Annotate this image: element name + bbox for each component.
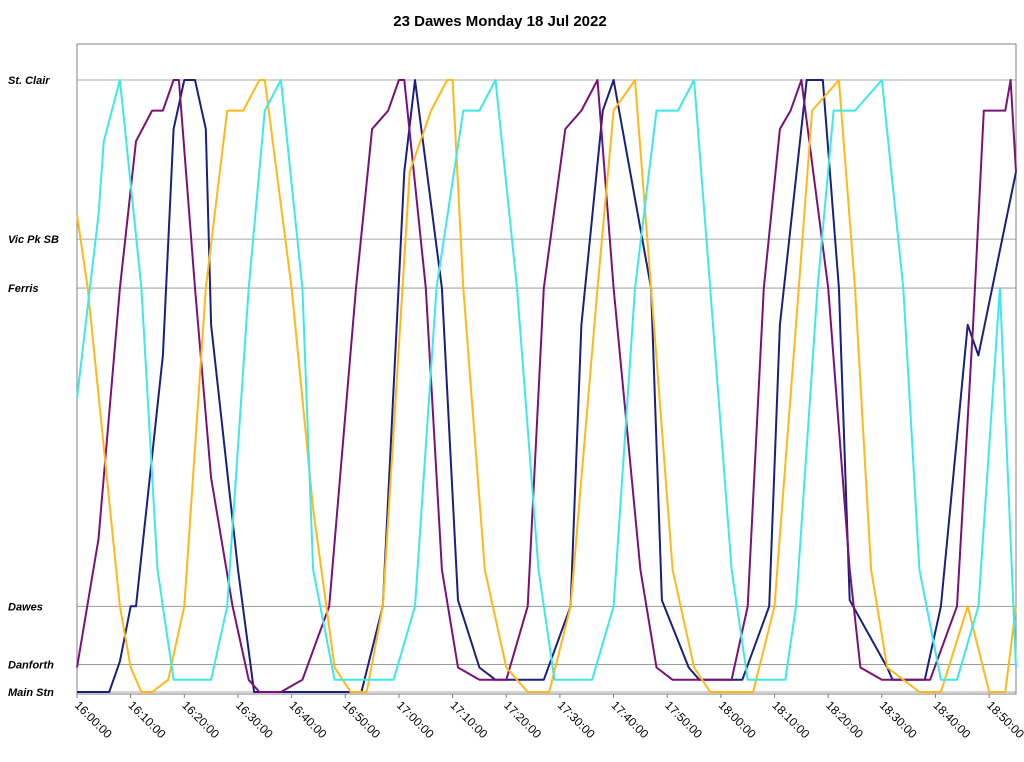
x-tick-label: 16:40:00 xyxy=(287,698,330,741)
x-tick-label: 17:00:00 xyxy=(394,698,437,741)
y-stop-label: Ferris xyxy=(8,283,39,295)
series-line-1 xyxy=(77,79,1017,693)
y-stop-label: Vic Pk SB xyxy=(8,234,59,246)
x-tick-label: 16:10:00 xyxy=(126,698,169,741)
y-stop-label: St. Clair xyxy=(8,75,50,87)
series-line-4 xyxy=(76,79,1017,681)
x-tick-label: 16:50:00 xyxy=(340,698,383,741)
plot-area xyxy=(76,43,1017,695)
x-tick-label: 17:50:00 xyxy=(662,698,705,741)
y-stop-label: Dawes xyxy=(8,601,43,613)
x-tick-label: 16:20:00 xyxy=(179,698,222,741)
x-tick-label: 18:50:00 xyxy=(984,698,1024,741)
series-group xyxy=(76,79,1017,693)
x-axis-labels: 16:00:00 16:10:00 16:20:00 16:30:00 16:40:00… xyxy=(72,694,1024,741)
x-tick-label: 18:30:00 xyxy=(877,698,920,741)
x-tick-label: 16:00:00 xyxy=(72,698,115,741)
x-tick-label: 17:30:00 xyxy=(555,698,598,741)
series-line-3 xyxy=(76,79,1017,693)
x-tick-label: 18:20:00 xyxy=(823,698,866,741)
series-line-2 xyxy=(76,79,1017,693)
x-tick-label: 17:40:00 xyxy=(608,698,651,741)
y-axis-labels: St. Clair Vic Pk SB Ferris Dawes Danforth Mai… xyxy=(8,75,59,699)
y-stop-label: Main Stn xyxy=(8,687,54,699)
x-tick-label: 17:10:00 xyxy=(447,698,490,741)
x-tick-label: 18:10:00 xyxy=(769,698,812,741)
x-tick-label: 16:30:00 xyxy=(233,698,276,741)
x-tick-label: 17:20:00 xyxy=(501,698,544,741)
y-stop-label: Danforth xyxy=(8,659,54,671)
x-tick-label: 18:40:00 xyxy=(930,698,973,741)
chart-title: 23 Dawes Monday 18 Jul 2022 xyxy=(393,13,606,30)
x-tick-label: 18:00:00 xyxy=(716,698,759,741)
